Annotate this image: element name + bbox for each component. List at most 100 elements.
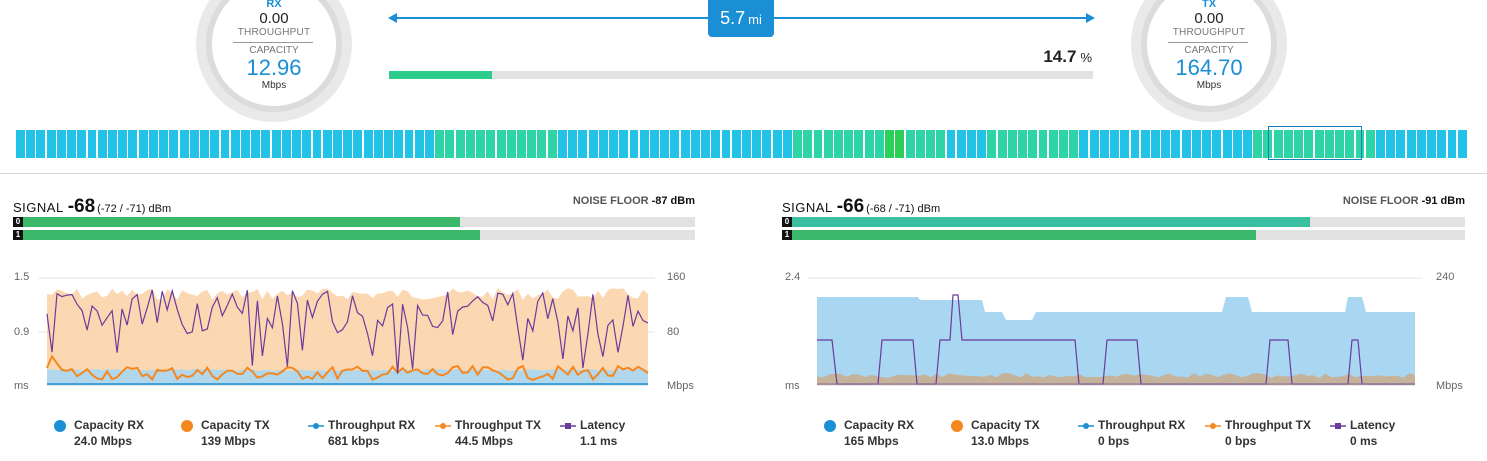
- spectrum-channel-cell[interactable]: [1212, 130, 1222, 158]
- spectrum-channel-cell[interactable]: [844, 130, 854, 158]
- spectrum-channel-cell[interactable]: [1375, 130, 1385, 158]
- spectrum-channel-cell[interactable]: [220, 130, 230, 158]
- spectrum-channel-cell[interactable]: [1243, 130, 1252, 158]
- spectrum-channel-cell[interactable]: [1324, 130, 1334, 158]
- spectrum-channel-cell[interactable]: [353, 130, 363, 158]
- spectrum-channel-cell[interactable]: [639, 130, 649, 158]
- spectrum-channel-cell[interactable]: [271, 130, 281, 158]
- spectrum-channel-cell[interactable]: [179, 130, 189, 158]
- spectrum-channel-cell[interactable]: [159, 130, 169, 158]
- spectrum-channel-cell[interactable]: [956, 130, 966, 158]
- spectrum-channel-cell[interactable]: [782, 130, 792, 158]
- spectrum-channel-cell[interactable]: [1263, 130, 1273, 158]
- spectrum-channel-cell[interactable]: [332, 130, 342, 158]
- spectrum-channel-cell[interactable]: [1058, 130, 1068, 158]
- spectrum-channel-cell[interactable]: [834, 130, 843, 158]
- spectrum-channel-cell[interactable]: [465, 130, 475, 158]
- spectrum-channel-cell[interactable]: [813, 130, 823, 158]
- spectrum-channel-cell[interactable]: [619, 130, 629, 158]
- spectrum-channel-cell[interactable]: [1048, 130, 1058, 158]
- spectrum-channel-cell[interactable]: [1406, 130, 1416, 158]
- spectrum-channel-cell[interactable]: [363, 130, 373, 158]
- spectrum-channel-cell[interactable]: [915, 130, 925, 158]
- spectrum-channel-cell[interactable]: [690, 130, 700, 158]
- spectrum-channel-cell[interactable]: [1314, 130, 1324, 158]
- spectrum-channel-cell[interactable]: [36, 130, 46, 158]
- spectrum-channel-cell[interactable]: [752, 130, 762, 158]
- spectrum-channel-cell[interactable]: [343, 130, 353, 158]
- spectrum-channel-cell[interactable]: [56, 130, 66, 158]
- spectrum-channel-cell[interactable]: [1437, 130, 1447, 158]
- spectrum-channel-cell[interactable]: [281, 130, 291, 158]
- spectrum-channel-cell[interactable]: [189, 130, 199, 158]
- spectrum-channel-cell[interactable]: [394, 130, 404, 158]
- spectrum-channel-cell[interactable]: [1427, 130, 1437, 158]
- spectrum-channel-cell[interactable]: [240, 130, 250, 158]
- spectrum-channel-cell[interactable]: [373, 130, 383, 158]
- spectrum-channel-cell[interactable]: [1130, 130, 1140, 158]
- spectrum-channel-cell[interactable]: [721, 130, 731, 158]
- spectrum-channel-cell[interactable]: [1028, 130, 1038, 158]
- spectrum-channel-cell[interactable]: [200, 130, 209, 158]
- spectrum-channel-cell[interactable]: [87, 130, 97, 158]
- spectrum-channel-cell[interactable]: [1355, 130, 1365, 158]
- spectrum-channel-cell[interactable]: [1335, 130, 1344, 158]
- spectrum-channel-cell[interactable]: [1120, 130, 1130, 158]
- spectrum-channel-cell[interactable]: [1038, 130, 1048, 158]
- spectrum-channel-cell[interactable]: [568, 130, 578, 158]
- spectrum-channel-cell[interactable]: [1202, 130, 1212, 158]
- spectrum-channel-cell[interactable]: [210, 130, 220, 158]
- spectrum-channel-cell[interactable]: [1253, 130, 1263, 158]
- spectrum-channel-cell[interactable]: [230, 130, 240, 158]
- spectrum-channel-cell[interactable]: [905, 130, 915, 158]
- spectrum-channel-cell[interactable]: [936, 130, 946, 158]
- spectrum-channel-cell[interactable]: [557, 130, 567, 158]
- spectrum-channel-cell[interactable]: [1396, 130, 1406, 158]
- spectrum-channel-cell[interactable]: [1181, 130, 1191, 158]
- spectrum-channel-cell[interactable]: [425, 130, 434, 158]
- spectrum-channel-cell[interactable]: [680, 130, 690, 158]
- spectrum-channel-cell[interactable]: [292, 130, 301, 158]
- spectrum-channel-cell[interactable]: [1447, 130, 1457, 158]
- spectrum-channel-cell[interactable]: [404, 130, 414, 158]
- spectrum-channel-cell[interactable]: [772, 130, 782, 158]
- spectrum-channel-cell[interactable]: [312, 130, 322, 158]
- spectrum-channel-cell[interactable]: [1161, 130, 1171, 158]
- spectrum-channel-cell[interactable]: [16, 130, 25, 158]
- spectrum-channel-cell[interactable]: [384, 130, 394, 158]
- spectrum-channel-cell[interactable]: [578, 130, 588, 158]
- spectrum-channel-cell[interactable]: [670, 130, 680, 158]
- spectrum-channel-cell[interactable]: [1089, 130, 1099, 158]
- spectrum-channel-cell[interactable]: [1099, 130, 1109, 158]
- spectrum-channel-cell[interactable]: [1151, 130, 1160, 158]
- spectrum-channel-cell[interactable]: [609, 130, 618, 158]
- spectrum-channel-cell[interactable]: [1304, 130, 1314, 158]
- spectrum-channel-cell[interactable]: [649, 130, 659, 158]
- spectrum-channel-cell[interactable]: [711, 130, 721, 158]
- spectrum-channel-cell[interactable]: [435, 130, 445, 158]
- spectrum-channel-cell[interactable]: [823, 130, 833, 158]
- spectrum-channel-cell[interactable]: [926, 130, 935, 158]
- spectrum-channel-cell[interactable]: [1457, 130, 1467, 158]
- spectrum-channel-cell[interactable]: [885, 130, 895, 158]
- spectrum-channel-cell[interactable]: [793, 130, 803, 158]
- spectrum-channel-cell[interactable]: [1222, 130, 1232, 158]
- spectrum-channel-cell[interactable]: [742, 130, 751, 158]
- spectrum-channel-cell[interactable]: [1294, 130, 1304, 158]
- spectrum-channel-cell[interactable]: [26, 130, 36, 158]
- spectrum-channel-cell[interactable]: [1345, 130, 1355, 158]
- spectrum-selected-channel[interactable]: [1268, 126, 1362, 160]
- spectrum-channel-cell[interactable]: [527, 130, 537, 158]
- spectrum-channel-cell[interactable]: [1171, 130, 1181, 158]
- spectrum-channel-cell[interactable]: [46, 130, 56, 158]
- spectrum-channel-cell[interactable]: [261, 130, 271, 158]
- spectrum-channel-cell[interactable]: [946, 130, 956, 158]
- spectrum-channel-cell[interactable]: [598, 130, 608, 158]
- spectrum-channel-cell[interactable]: [118, 130, 128, 158]
- spectrum-channel-cell[interactable]: [1079, 130, 1089, 158]
- spectrum-channel-cell[interactable]: [322, 130, 332, 158]
- spectrum-channel-cell[interactable]: [138, 130, 148, 158]
- spectrum-channel-cell[interactable]: [148, 130, 158, 158]
- spectrum-channel-cell[interactable]: [1283, 130, 1293, 158]
- spectrum-channel-cell[interactable]: [1273, 130, 1283, 158]
